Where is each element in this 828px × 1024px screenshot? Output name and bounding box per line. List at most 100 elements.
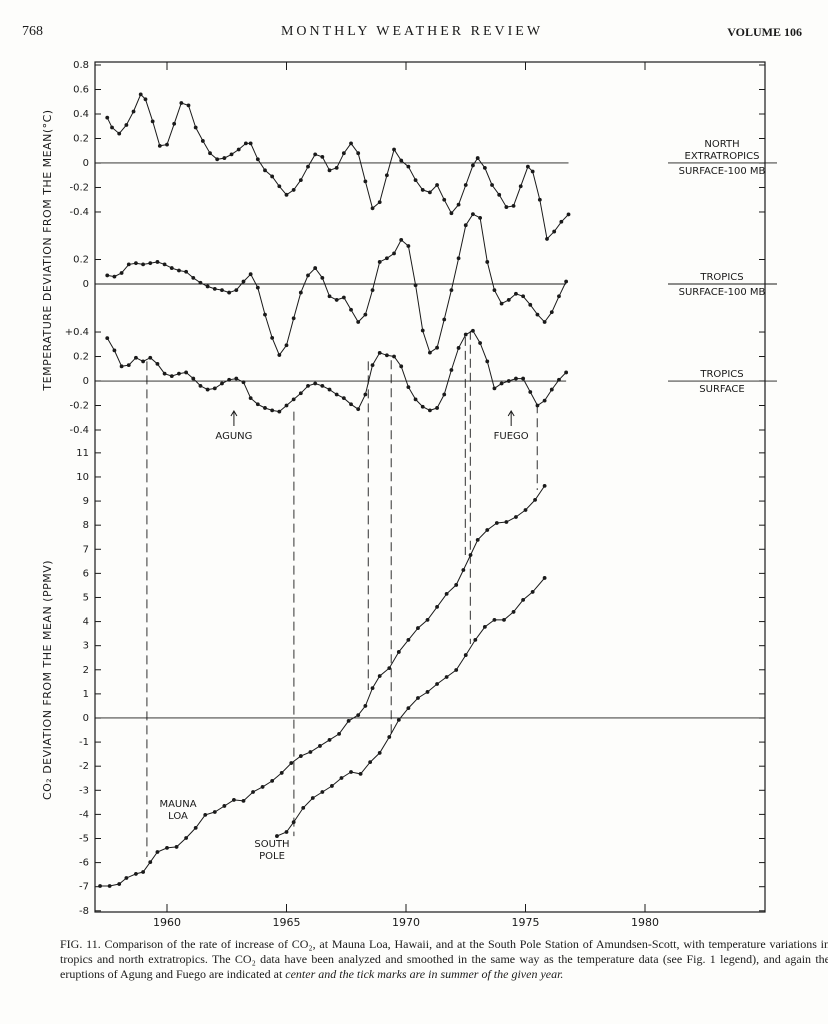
data-point [234,288,239,293]
data-point [413,178,418,183]
data-point [463,653,468,657]
data-point [193,825,198,830]
x-tick-label: 1965 [273,916,301,929]
x-tick-label: 1970 [392,916,420,929]
y-tick-label: 0.2 [73,255,89,266]
data-point [384,353,389,358]
data-point [463,183,468,187]
data-point [542,320,547,324]
data-point [521,376,526,381]
series-line [106,330,567,413]
data-point [435,682,439,686]
data-point [473,637,478,642]
data-point [310,796,315,800]
series-level: SURFACE-100 MB [679,287,766,298]
data-point [485,359,490,364]
data-point [514,376,518,381]
data-point [428,408,432,413]
y-tick-label: -4 [79,809,89,820]
data-point [485,528,490,532]
data-point [306,164,310,169]
data-point [425,617,430,622]
data-point [270,174,275,179]
data-point [263,312,267,317]
data-point [277,409,282,414]
data-point [263,168,267,173]
data-point [119,364,124,369]
y-tick-label: -1 [79,737,89,748]
series-label: MAUNA LOA [159,799,196,822]
data-point [141,870,146,874]
data-point [124,123,129,127]
y-tick-label: -7 [79,882,89,893]
data-point [420,404,425,409]
data-point [255,157,260,162]
data-point [557,377,561,382]
data-point [428,350,432,355]
journal-title: MONTHLY WEATHER REVIEW [281,24,543,39]
y-tick-label: 4 [83,617,89,628]
data-point [377,260,382,264]
data-point [406,164,411,169]
data-point [406,244,411,248]
data-point [530,590,535,594]
data-point [406,637,411,642]
data-point [370,206,375,211]
data-point [349,307,353,312]
data-point [222,156,227,160]
data-point [533,497,537,502]
data-point [511,610,516,614]
y-tick-label: 0.2 [73,133,89,144]
data-point [277,184,282,189]
y-tick-label: 8 [83,520,89,531]
data-point [215,157,220,162]
data-point [270,778,275,783]
data-point [138,92,143,97]
data-point [208,151,212,156]
data-point [191,376,196,381]
data-point [298,178,303,183]
data-point [177,371,181,376]
y-tick-label: 0.6 [73,84,89,95]
data-point [478,341,482,345]
data-point [143,97,148,102]
data-point [485,260,490,264]
data-point [444,675,449,679]
annotation-label: AGUNG [215,431,252,442]
data-point [162,371,167,376]
data-point [392,147,396,152]
data-point [112,348,117,353]
data-point [141,262,146,267]
data-point [241,279,246,284]
x-tick-label: 1975 [512,916,540,929]
data-point [248,272,253,277]
data-point [461,568,466,572]
y-tick-label: 0.2 [73,352,89,363]
data-point [327,168,332,173]
data-point [241,798,246,803]
data-point [435,183,439,187]
data-point [521,597,526,602]
data-point [298,391,303,396]
series-name: TROPICS [699,272,743,283]
data-point [413,283,418,288]
data-point [148,860,153,865]
data-point [193,125,198,130]
y-tick-label: 0 [83,158,89,169]
data-point [377,674,382,678]
data-point [165,142,169,147]
y-tick-label: 10 [76,472,89,483]
data-point [318,744,322,748]
data-point [184,269,189,274]
data-point [248,396,253,401]
y-tick-label: 3 [83,641,89,652]
data-point [504,205,509,209]
y-tick-label: 2 [83,665,89,676]
data-point [334,165,339,170]
data-point [370,363,375,367]
y-tick-label: -3 [79,785,89,796]
data-point [200,139,205,143]
y-tick-label: 7 [83,544,89,555]
data-point [119,271,124,275]
data-point [377,751,382,755]
